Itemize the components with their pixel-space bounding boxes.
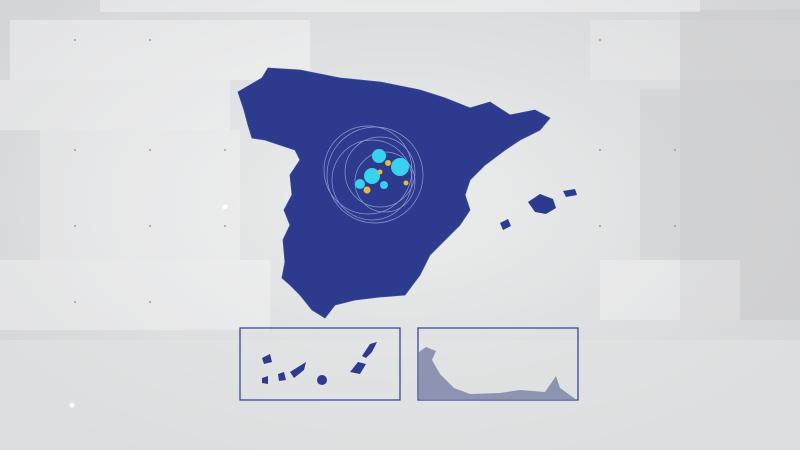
spain-map [237, 67, 577, 319]
inset-canarias [239, 327, 401, 401]
ibiza [500, 219, 511, 230]
markers [355, 149, 409, 194]
peninsula [237, 67, 551, 319]
menorca [563, 189, 577, 197]
rings [323, 125, 424, 224]
mallorca [528, 194, 556, 214]
inset-ceuta [417, 327, 579, 401]
grid-dots [69, 39, 676, 408]
